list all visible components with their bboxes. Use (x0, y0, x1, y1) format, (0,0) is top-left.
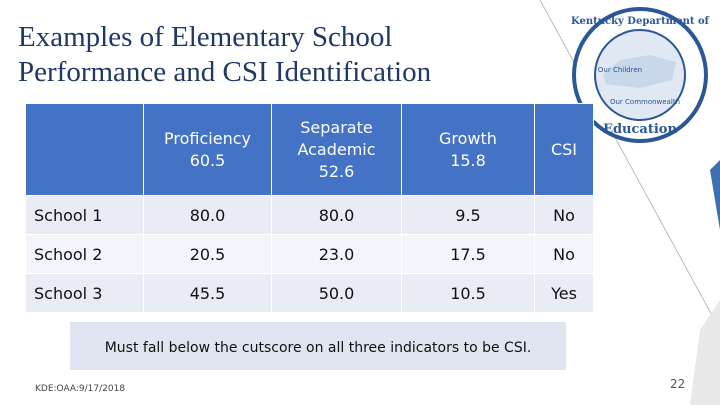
note: Must fall below the cutscore on all thre… (70, 322, 566, 370)
header-cell: Separate Academic 52.6 (271, 103, 402, 196)
header-value: 52.6 (318, 161, 355, 181)
row-label: School 2 (25, 234, 144, 274)
logo-line2: Our Commonwealth (610, 98, 680, 106)
header-row: Proficiency 60.5 Separate Academic 52.6 Grow… (25, 103, 594, 196)
header-label: CSI (550, 139, 578, 159)
cell: No (534, 195, 594, 235)
cell: No (534, 234, 594, 274)
table-row: School 3 45.5 50.0 10.5 Yes (25, 273, 594, 313)
header-cell (25, 103, 144, 196)
logo-line1: Our Children (598, 66, 642, 74)
cell: 80.0 (143, 195, 272, 235)
header-cell: Proficiency 60.5 (143, 103, 272, 196)
row-label: School 1 (25, 195, 144, 235)
logo-state (603, 55, 676, 88)
data-table: Proficiency 60.5 Separate Academic 52.6 Grow… (25, 103, 594, 313)
cell: 50.0 (271, 273, 402, 313)
row-label: School 3 (25, 273, 144, 313)
header-value: 60.5 (189, 150, 226, 170)
slide-title: Examples of Elementary School Performanc… (18, 21, 432, 88)
cell: 10.5 (401, 273, 535, 313)
logo-bottom: Education (603, 122, 677, 137)
header-cell: CSI (534, 103, 594, 196)
header-cell: Growth 15.8 (401, 103, 535, 196)
header-label: Separate Academic (297, 117, 376, 159)
cell: 80.0 (271, 195, 402, 235)
decor-line (539, 0, 720, 331)
cell: 45.5 (143, 273, 272, 313)
table-row: School 1 80.0 80.0 9.5 No (25, 195, 594, 235)
decor-shape (690, 300, 720, 405)
header-label: Proficiency (164, 128, 251, 148)
header-label: Growth (439, 128, 497, 148)
table-row: School 2 20.5 23.0 17.5 No (25, 234, 594, 274)
footer: KDE:OAA:9/17/2018 (35, 384, 126, 394)
cell: 23.0 (271, 234, 402, 274)
logo-top: Kentucky Department of (571, 16, 710, 27)
cell: 9.5 (401, 195, 535, 235)
cell: 17.5 (401, 234, 535, 274)
header-value: 15.8 (450, 150, 486, 170)
cell: 20.5 (143, 234, 272, 274)
decor-triangle (710, 160, 720, 230)
page-number: 22 (670, 377, 686, 391)
cell: Yes (534, 273, 594, 313)
